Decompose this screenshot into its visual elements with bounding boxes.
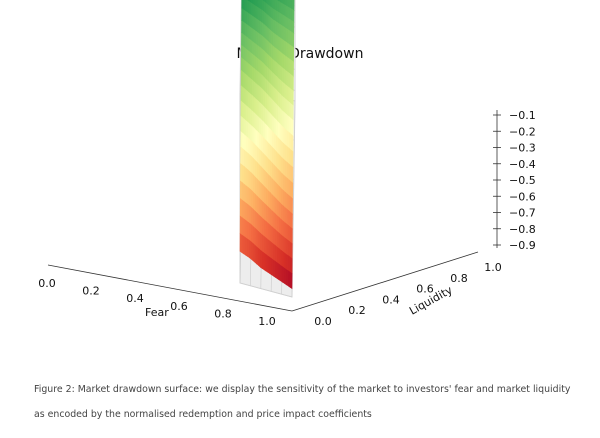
x-axis-line <box>47 264 293 312</box>
x-tick-label: 0.2 <box>82 285 100 298</box>
surface-patch <box>291 31 295 49</box>
surface-patch <box>290 165 294 184</box>
surface-patch <box>291 8 295 23</box>
surface-patch <box>290 149 294 169</box>
surface-patch <box>289 271 293 290</box>
z-tick-label: −0.4 <box>509 158 536 171</box>
y-tick-label: 0.2 <box>348 304 366 317</box>
z-tick-label: −0.3 <box>509 142 536 155</box>
surface-patch <box>291 88 294 107</box>
surface-patch <box>291 20 295 35</box>
x-tick-label: 1.0 <box>258 315 276 328</box>
z-tick-label: −0.2 <box>509 125 536 138</box>
surface <box>239 0 295 290</box>
z-ticks: −0.1 −0.2 −0.3 −0.4 −0.5 −0.6 −0.7 −0.8 −0.9 <box>493 109 536 252</box>
surface-patch <box>290 211 293 230</box>
z-tick-label: −0.5 <box>509 174 536 187</box>
x-tick-label: 0.4 <box>126 292 144 305</box>
z-tick-label: −0.1 <box>509 109 536 122</box>
figure-caption: Figure 2: Market drawdown surface: we di… <box>34 384 571 420</box>
z-tick-label: −0.9 <box>509 239 536 252</box>
y-axis-line <box>291 251 479 312</box>
y-tick-label: 0.8 <box>450 272 468 285</box>
surface-patch <box>291 45 295 63</box>
surface-patch <box>290 180 294 200</box>
y-tick-label: 0.4 <box>382 293 400 306</box>
surface-patch <box>289 256 293 275</box>
y-tick-label: 0.0 <box>314 315 332 328</box>
surface-patch <box>290 241 293 260</box>
surface-patch <box>291 59 294 78</box>
surface-patch <box>291 74 294 92</box>
surface-patch <box>290 226 293 245</box>
z-tick-label: −0.8 <box>509 223 536 236</box>
x-tick-label: 0.0 <box>38 277 56 290</box>
surface-patch <box>290 133 294 153</box>
y-ticks: 0.0 0.2 0.4 0.6 0.8 1.0 <box>314 261 502 328</box>
x-tick-label: 0.6 <box>170 300 188 313</box>
surface-patch <box>290 103 294 122</box>
surface-plot: 0.0 0.2 0.4 0.6 0.8 1.0 0.0 0.2 0.4 0.6 0.8 1.0 −0… <box>38 0 536 328</box>
surface-patch <box>290 196 293 215</box>
z-tick-label: −0.7 <box>509 207 536 220</box>
surface-patch <box>290 118 294 137</box>
x-tick-label: 0.8 <box>214 307 232 320</box>
z-tick-label: −0.6 <box>509 190 536 203</box>
x-ticks: 0.0 0.2 0.4 0.6 0.8 1.0 <box>38 277 276 328</box>
x-axis-label: Fear <box>145 306 169 319</box>
y-tick-label: 0.6 <box>416 283 434 296</box>
axes <box>47 110 498 312</box>
y-tick-label: 1.0 <box>484 261 502 274</box>
surface-patch <box>291 0 295 12</box>
